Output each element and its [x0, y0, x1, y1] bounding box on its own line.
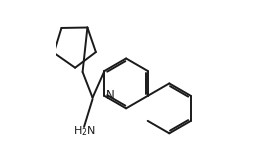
Text: H$_2$N: H$_2$N — [72, 124, 95, 138]
Text: N: N — [105, 89, 114, 102]
